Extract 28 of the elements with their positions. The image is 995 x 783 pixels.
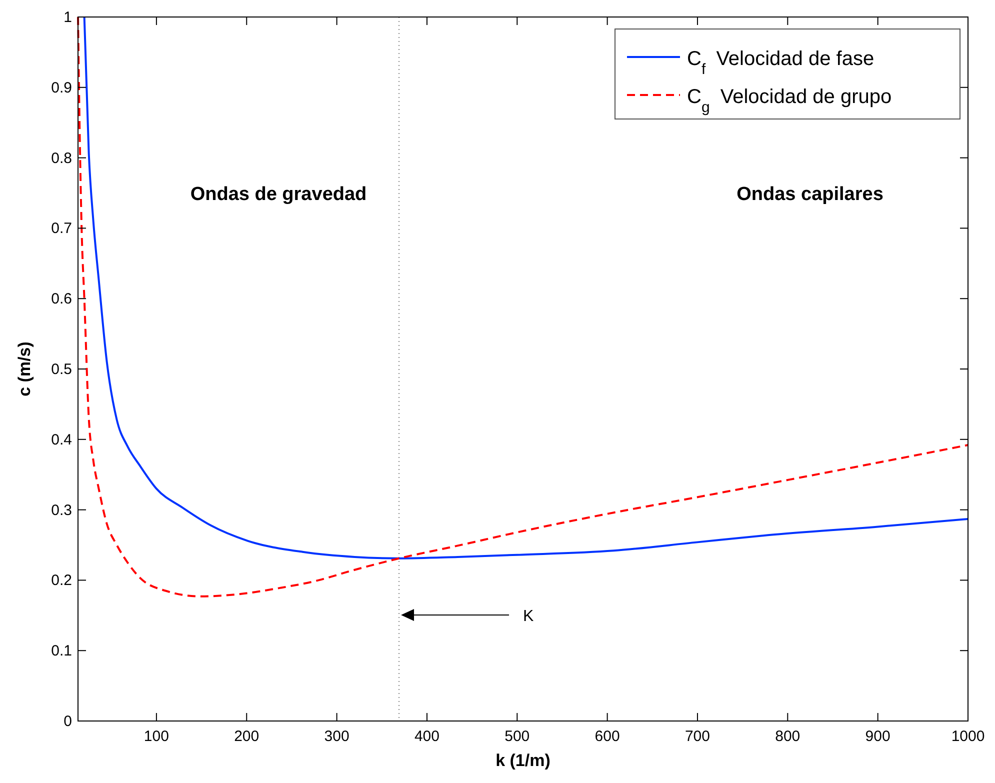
y-tick-label: 0.4 — [51, 431, 72, 448]
x-tick-label: 1000 — [951, 728, 985, 745]
x-tick-label: 700 — [684, 728, 710, 745]
x-tick-label: 900 — [865, 728, 890, 745]
x-axis-title: k (1/m) — [496, 751, 550, 770]
y-tick-label: 0.1 — [51, 642, 72, 660]
annotation: Ondas capilares — [736, 184, 884, 205]
y-tick-label: 0.7 — [51, 220, 72, 238]
x-tick-label: 500 — [504, 728, 530, 745]
legend-label: C$_{f}$ Velocidad de fase — [687, 48, 874, 78]
x-tick-label: 800 — [775, 728, 800, 745]
x-tick-label: 400 — [414, 728, 440, 745]
annotation: Ondas de gravedad — [190, 184, 367, 205]
y-tick-label: 0.8 — [51, 150, 72, 167]
x-tick-label: 100 — [144, 728, 169, 745]
legend-label: C$_{g}$ Velocidad de grupo — [687, 86, 892, 116]
y-tick-label: 0.3 — [51, 502, 72, 519]
y-tick-label: 0.6 — [51, 290, 72, 308]
x-tick-label: 200 — [234, 728, 260, 745]
y-tick-label: 0 — [64, 713, 72, 730]
annotation: K — [523, 608, 534, 625]
x-tick-label: 600 — [594, 728, 620, 745]
x-tick-label: 300 — [324, 728, 350, 745]
y-tick-label: 0.9 — [51, 79, 72, 96]
y-tick-label: 1 — [64, 9, 72, 26]
y-tick-label: 0.2 — [51, 572, 72, 590]
y-tick-label: 0.5 — [51, 361, 72, 378]
y-axis-title: c (m/s) — [15, 342, 34, 396]
